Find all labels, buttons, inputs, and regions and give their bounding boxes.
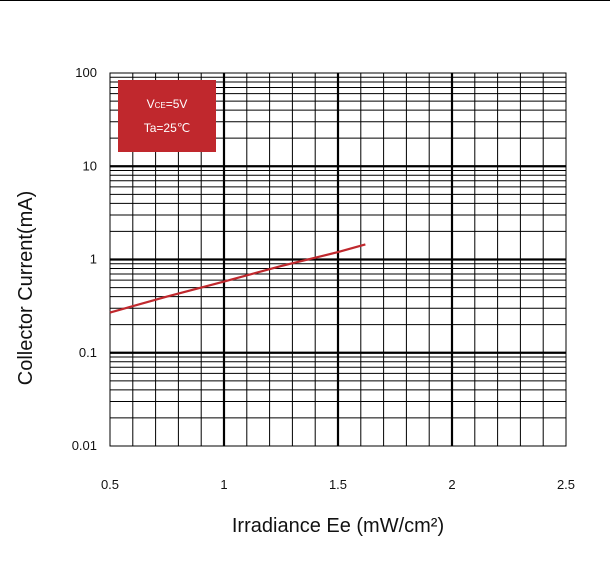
x-tick-label: 2.5: [557, 477, 575, 492]
x-tick-label: 1.5: [329, 477, 347, 492]
legend-vce-main: V: [147, 97, 155, 111]
x-tick-label: 0.5: [101, 477, 119, 492]
x-axis-title: Irradiance Ee (mW/cm²): [232, 515, 444, 537]
y-tick-label: 0.1: [79, 345, 97, 360]
x-tick-label: 1: [220, 477, 227, 492]
y-axis-title: Collector Current(mA): [15, 191, 37, 385]
y-tick-label: 10: [83, 158, 97, 173]
legend-vce-label: VCE=5V: [147, 97, 188, 111]
x-tick-label: 2: [448, 477, 455, 492]
y-tick-label: 100: [75, 65, 97, 80]
legend-background: [118, 80, 216, 152]
y-tick-label: 0.01: [72, 438, 97, 453]
major-gridlines: [110, 73, 566, 446]
plot-frame: [109, 72, 567, 447]
y-tick-labels: 100 10 1 0.1 0.01: [72, 65, 97, 453]
condition-legend: VCE=5V Ta=25℃: [118, 80, 216, 152]
series-line-0: [109, 243, 366, 314]
x-tick-labels: 0.5 1 1.5 2 2.5: [101, 477, 575, 492]
legend-vce-sub: CE: [155, 101, 166, 110]
legend-vce-value: =5V: [166, 97, 188, 111]
series-layer: [109, 243, 366, 314]
y-tick-label: 1: [90, 252, 97, 267]
top-border-line: [0, 0, 610, 1]
legend-ta-label: Ta=25℃: [144, 121, 191, 135]
